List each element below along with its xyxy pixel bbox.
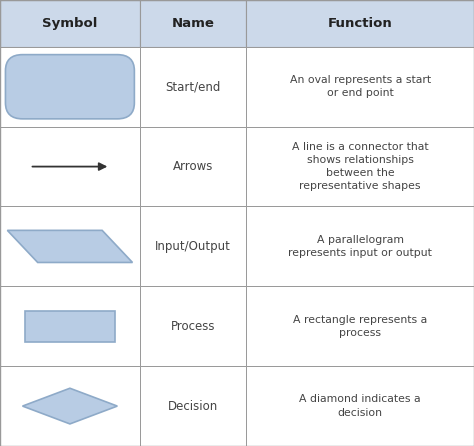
Polygon shape bbox=[7, 230, 132, 262]
Polygon shape bbox=[22, 388, 117, 424]
Bar bbox=[25, 310, 115, 342]
Bar bbox=[0, 47, 140, 127]
Bar bbox=[246, 286, 474, 366]
Bar bbox=[140, 286, 246, 366]
Text: An oval represents a start
or end point: An oval represents a start or end point bbox=[290, 75, 431, 99]
Text: Name: Name bbox=[172, 17, 215, 30]
Bar bbox=[246, 127, 474, 206]
Bar bbox=[0, 366, 140, 446]
Bar bbox=[140, 0, 246, 47]
Bar bbox=[246, 0, 474, 47]
Bar bbox=[0, 286, 140, 366]
Text: A rectangle represents a
process: A rectangle represents a process bbox=[293, 314, 428, 338]
Bar bbox=[140, 366, 246, 446]
Bar bbox=[140, 206, 246, 286]
Text: A line is a connector that
shows relationships
between the
representative shapes: A line is a connector that shows relatio… bbox=[292, 142, 428, 191]
Bar bbox=[246, 47, 474, 127]
Bar bbox=[246, 366, 474, 446]
Text: A diamond indicates a
decision: A diamond indicates a decision bbox=[300, 394, 421, 418]
Text: Arrows: Arrows bbox=[173, 160, 213, 173]
FancyBboxPatch shape bbox=[5, 55, 135, 119]
Text: Symbol: Symbol bbox=[42, 17, 98, 30]
Bar bbox=[140, 127, 246, 206]
Bar bbox=[0, 0, 140, 47]
Text: Function: Function bbox=[328, 17, 392, 30]
Bar bbox=[140, 47, 246, 127]
Bar bbox=[0, 206, 140, 286]
Text: Decision: Decision bbox=[168, 400, 219, 413]
Bar bbox=[0, 127, 140, 206]
Text: Start/end: Start/end bbox=[165, 80, 221, 93]
Text: A parallelogram
represents input or output: A parallelogram represents input or outp… bbox=[288, 235, 432, 258]
Bar bbox=[246, 206, 474, 286]
Text: Input/Output: Input/Output bbox=[155, 240, 231, 253]
Text: Process: Process bbox=[171, 320, 215, 333]
